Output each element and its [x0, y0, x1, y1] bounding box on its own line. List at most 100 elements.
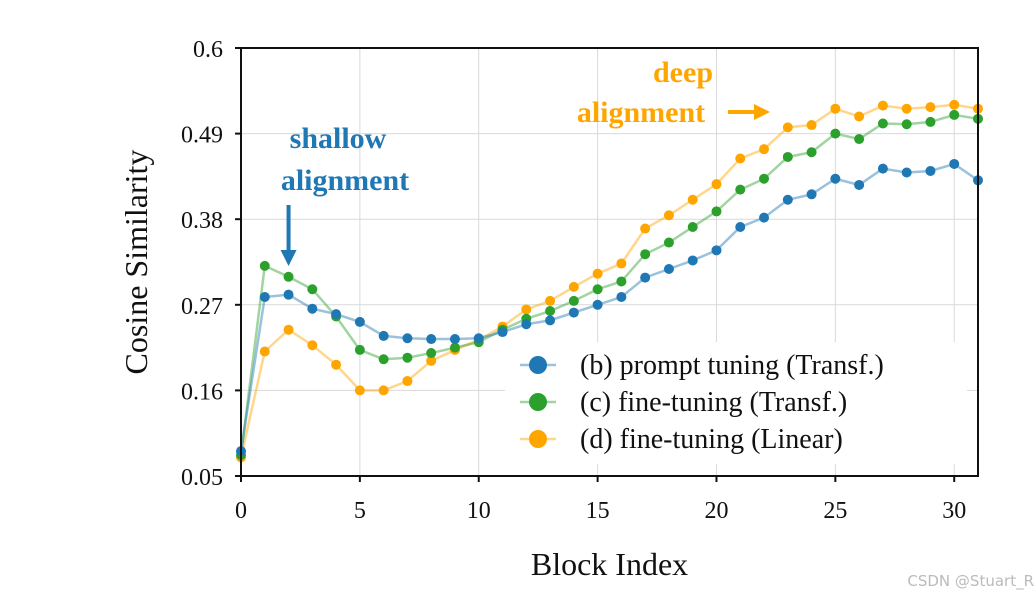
- x-tick-label: 10: [467, 498, 491, 524]
- series-point: [830, 173, 841, 184]
- legend-marker: [529, 356, 547, 374]
- series-point: [307, 284, 318, 295]
- x-tick-label: 30: [942, 498, 966, 524]
- series-point: [830, 128, 841, 139]
- series-point: [640, 272, 651, 283]
- series-c: [236, 109, 983, 460]
- series-point: [782, 151, 793, 162]
- series-point: [711, 245, 722, 256]
- series-point: [854, 111, 865, 122]
- series-point: [711, 179, 722, 190]
- watermark: CSDN @Stuart_R: [907, 572, 1034, 591]
- series-point: [759, 212, 770, 223]
- series-point: [473, 333, 484, 344]
- shallow-annotation-line2: alignment: [281, 164, 409, 197]
- series-point: [568, 281, 579, 292]
- deep-annotation-line2: alignment: [577, 96, 705, 129]
- series-point: [354, 385, 365, 396]
- series-layer: [236, 99, 983, 463]
- series-point: [545, 306, 556, 317]
- series-point: [877, 163, 888, 174]
- series-point: [735, 153, 746, 164]
- series-point: [545, 295, 556, 306]
- legend-label: (c) fine-tuning (Transf.): [580, 387, 847, 418]
- series-point: [331, 309, 342, 320]
- series-point: [616, 276, 627, 287]
- series-point: [402, 376, 413, 387]
- series-point: [877, 118, 888, 129]
- series-point: [687, 255, 698, 266]
- series-point: [259, 260, 270, 271]
- series-point: [568, 307, 579, 318]
- series-point: [687, 194, 698, 205]
- series-point: [378, 330, 389, 341]
- plot-frame: [240, 47, 979, 477]
- series-point: [640, 223, 651, 234]
- series-point: [449, 334, 460, 345]
- y-tick-label: 0.05: [181, 465, 223, 491]
- series-point: [925, 116, 936, 127]
- series-point: [901, 167, 912, 178]
- axis-ticks: 0 5 10 15 20 25 30 0.05 0.16 0.27 0.38 0.49 0.6: [181, 37, 966, 524]
- y-tick-label: 0.27: [181, 294, 223, 320]
- series-point: [259, 292, 270, 303]
- series-point: [568, 295, 579, 306]
- series-point: [687, 221, 698, 232]
- series-point: [663, 237, 674, 248]
- series-point: [616, 258, 627, 269]
- series-point: [830, 103, 841, 114]
- y-tick-label: 0.6: [193, 37, 223, 63]
- series-point: [592, 268, 603, 279]
- series-point: [426, 334, 437, 345]
- series-point: [426, 348, 437, 359]
- series-point: [402, 333, 413, 344]
- series-point: [901, 119, 912, 130]
- series-point: [354, 344, 365, 355]
- legend-marker: [529, 430, 547, 448]
- shallow-alignment-annotation: shallow alignment: [280, 122, 409, 266]
- series-point: [592, 284, 603, 295]
- series-point: [259, 346, 270, 357]
- series-point: [616, 292, 627, 303]
- series-b: [236, 158, 983, 457]
- series-d: [236, 99, 983, 463]
- series-point: [331, 359, 342, 370]
- series-point: [545, 315, 556, 326]
- x-tick-label: 20: [704, 498, 728, 524]
- series-point: [663, 210, 674, 221]
- series-point: [497, 327, 508, 338]
- series-point: [925, 102, 936, 113]
- series-point: [663, 264, 674, 275]
- series-point: [854, 134, 865, 145]
- series-point: [426, 355, 437, 366]
- x-tick-label: 15: [586, 498, 610, 524]
- series-point: [854, 179, 865, 190]
- series-point: [806, 147, 817, 158]
- legend-label: (b) prompt tuning (Transf.): [580, 350, 884, 381]
- series-point: [877, 100, 888, 111]
- series-point: [640, 249, 651, 260]
- x-axis-label: Block Index: [531, 546, 688, 582]
- series-point: [283, 271, 294, 282]
- series-point: [806, 120, 817, 131]
- legend-marker: [529, 393, 547, 411]
- series-point: [735, 221, 746, 232]
- series-point: [735, 184, 746, 195]
- x-tick-label: 25: [823, 498, 847, 524]
- y-axis-label: Cosine Similarity: [118, 150, 154, 375]
- deep-annotation-line1: deep: [653, 56, 713, 89]
- series-point: [378, 354, 389, 365]
- series-point: [711, 206, 722, 217]
- shallow-annotation-line1: shallow: [290, 122, 387, 155]
- series-point: [283, 324, 294, 335]
- series-point: [949, 99, 960, 110]
- y-tick-label: 0.38: [181, 208, 223, 234]
- deep-alignment-annotation: deep alignment: [577, 56, 770, 129]
- x-tick-label: 0: [235, 498, 247, 524]
- legend: (b) prompt tuning (Transf.) (c) fine-tuni…: [505, 342, 967, 464]
- series-point: [592, 299, 603, 310]
- series-point: [925, 165, 936, 176]
- y-tick-label: 0.49: [181, 123, 223, 149]
- series-point: [759, 173, 770, 184]
